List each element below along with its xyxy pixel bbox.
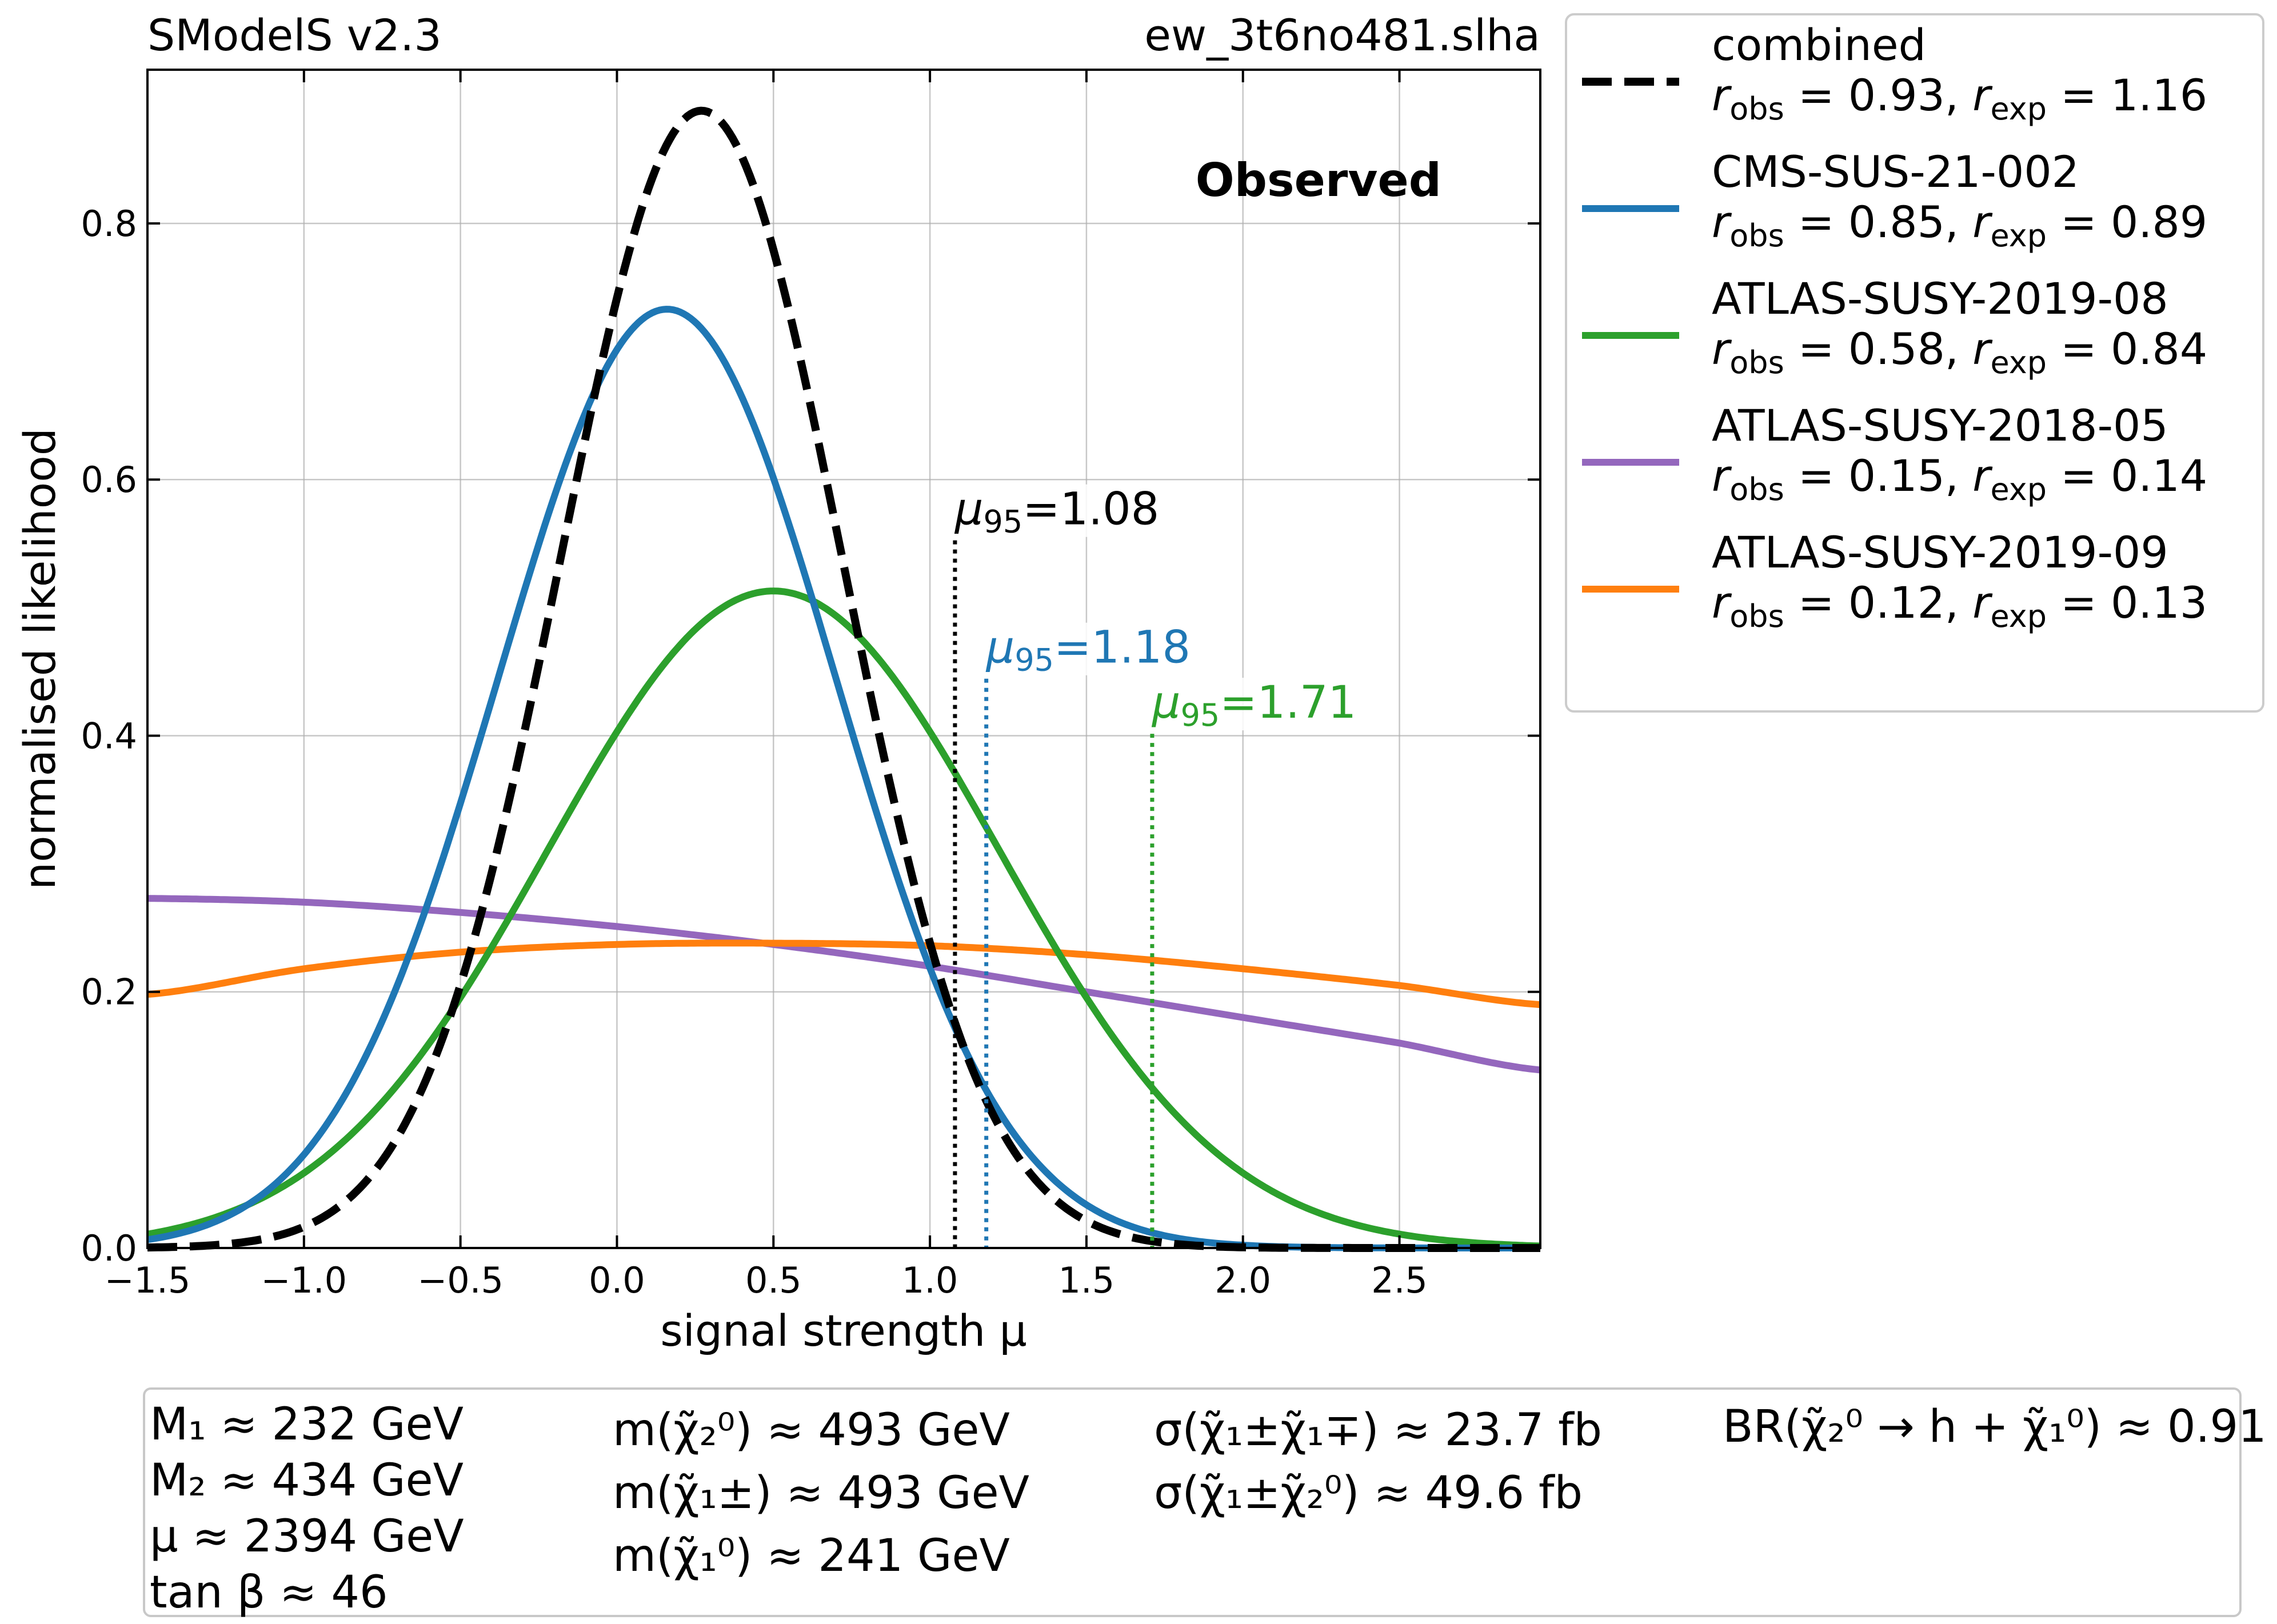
mu95-label: μ95=1.18: [985, 622, 1191, 678]
param-mu: μ ≈ 2394 GeV: [150, 1511, 464, 1562]
legend-label: ATLAS-SUSY-2018-05: [1712, 400, 2168, 451]
mu95-label-bg: [982, 622, 1200, 675]
param-mass-chi10: m(χ̃₁⁰) ≈ 241 GeV: [613, 1530, 1010, 1582]
mu95-label: μ95=1.08: [954, 484, 1159, 540]
param-col-1: M₁ ≈ 232 GeV M₂ ≈ 434 GeV μ ≈ 2394 GeV t…: [150, 1397, 464, 1621]
x-tick-label: −0.5: [417, 1259, 504, 1301]
param-tanbeta: tan β ≈ 46: [150, 1567, 388, 1618]
legend-label: ATLAS-SUSY-2019-08: [1712, 273, 2168, 324]
x-tick-label: 1.0: [902, 1259, 958, 1301]
legend-label: ATLAS-SUSY-2019-09: [1712, 527, 2168, 578]
plot-frame: [146, 69, 1541, 1249]
x-axis-label: signal strength μ: [660, 1305, 1027, 1356]
x-tick-label: 0.5: [745, 1259, 802, 1301]
parameter-box: M₁ ≈ 232 GeV M₂ ≈ 434 GeV μ ≈ 2394 GeV t…: [143, 1387, 2267, 1618]
x-tick-label: 0.0: [589, 1259, 645, 1301]
series-line-atlas-susy-2019-08: [147, 587, 1541, 1250]
param-col-4: BR(χ̃₂⁰ → h + χ̃₁⁰) ≈ 0.91: [1723, 1399, 2267, 1455]
legend-r-values: robs = 0.15, rexp = 0.14: [1712, 450, 2207, 507]
series-line-cms-sus-21-002: [147, 306, 1540, 1251]
x-tick-label: 1.5: [1058, 1259, 1115, 1301]
y-tick-label: 0.6: [81, 459, 137, 501]
y-tick-label: 0.4: [81, 715, 137, 757]
legend-label: CMS-SUS-21-002: [1712, 146, 2079, 197]
param-xsec-c1c1: σ(χ̃₁±χ̃₁∓) ≈ 23.7 fb: [1154, 1405, 1603, 1456]
y-tick-label: 0.0: [81, 1227, 137, 1269]
x-tick-label: −1.0: [261, 1259, 347, 1301]
legend-r-values: robs = 0.93, rexp = 1.16: [1712, 70, 2207, 127]
mu95-label-bg: [951, 484, 1169, 537]
param-xsec-c1n2: σ(χ̃₁±χ̃₂⁰) ≈ 49.6 fb: [1154, 1467, 1583, 1519]
observed-annotation: Observed: [1196, 154, 1441, 207]
series-line-atlas-susy-2019-09: [147, 939, 1541, 1009]
param-col-3: σ(χ̃₁±χ̃₁∓) ≈ 23.7 fb σ(χ̃₁±χ̃₂⁰) ≈ 49.6…: [1154, 1399, 1602, 1525]
x-tick-label: −1.5: [105, 1259, 191, 1301]
series-line-atlas-susy-2018-05: [147, 895, 1541, 1074]
y-tick-label: 0.2: [81, 971, 137, 1013]
axis-ticks: −1.5 −1.0 −0.5 0.0 0.5 1.0 1.5 2.0 2.5 0.0 0.2 0.4 0…: [81, 70, 1540, 1301]
title-left: SModelS v2.3: [147, 10, 442, 61]
legend-box: [1565, 13, 2264, 713]
x-tick-label: 2.0: [1215, 1259, 1271, 1301]
title-right: ew_3t6no481.slha: [1144, 10, 1540, 61]
param-branching-ratio: BR(χ̃₂⁰ → h + χ̃₁⁰) ≈ 0.91: [1723, 1401, 2267, 1453]
legend-r-values: robs = 0.12, rexp = 0.13: [1712, 577, 2207, 634]
mu95-label-bg: [1148, 678, 1366, 731]
y-axis-label: normalised likelihood: [14, 428, 65, 890]
x-tick-label: 2.5: [1371, 1259, 1428, 1301]
param-m1: M₁ ≈ 232 GeV: [150, 1399, 464, 1450]
legend-r-values: robs = 0.58, rexp = 0.84: [1712, 323, 2207, 381]
legend-r-values: robs = 0.85, rexp = 0.89: [1712, 197, 2207, 254]
param-mass-chi1pm: m(χ̃₁±) ≈ 493 GeV: [613, 1467, 1029, 1519]
y-tick-label: 0.8: [81, 203, 137, 245]
legend-label: combined: [1712, 19, 1926, 70]
mu95-label: μ95=1.71: [1151, 677, 1356, 733]
param-col-2: m(χ̃₂⁰) ≈ 493 GeV m(χ̃₁±) ≈ 493 GeV m(χ̃…: [613, 1399, 1029, 1587]
param-m2: M₂ ≈ 434 GeV: [150, 1455, 464, 1506]
param-mass-chi20: m(χ̃₂⁰) ≈ 493 GeV: [613, 1405, 1010, 1456]
grid: [146, 70, 1540, 1249]
